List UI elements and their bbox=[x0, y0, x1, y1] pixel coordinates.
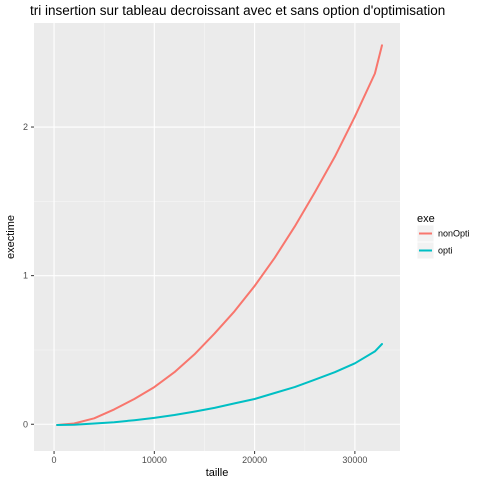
series-line-opti bbox=[56, 343, 383, 426]
legend: exe nonOpti opti bbox=[416, 213, 470, 260]
legend-label-opti: opti bbox=[438, 246, 453, 256]
y-axis: 0 1 2 bbox=[23, 122, 34, 429]
grid-major bbox=[34, 23, 400, 451]
y-tick-label: 1 bbox=[23, 271, 28, 281]
y-tick-label: 2 bbox=[23, 122, 28, 132]
x-axis-title: taille bbox=[206, 467, 229, 479]
grid-minor bbox=[34, 23, 400, 451]
legend-title: exe bbox=[417, 213, 435, 225]
legend-label-nonOpti: nonOpti bbox=[438, 229, 470, 239]
series-layer bbox=[56, 44, 383, 426]
plot-panel bbox=[34, 23, 400, 451]
x-axis: 0 10000 20000 30000 bbox=[52, 451, 367, 465]
y-axis-title: exectime bbox=[5, 215, 17, 259]
x-tick-label: 20000 bbox=[242, 455, 267, 465]
y-tick-label: 0 bbox=[23, 419, 28, 429]
x-tick-label: 10000 bbox=[142, 455, 167, 465]
series-line-nonOpti bbox=[56, 44, 383, 426]
x-tick-label: 0 bbox=[52, 455, 57, 465]
x-tick-label: 30000 bbox=[342, 455, 367, 465]
chart-title: tri insertion sur tableau decroissant av… bbox=[30, 3, 445, 18]
